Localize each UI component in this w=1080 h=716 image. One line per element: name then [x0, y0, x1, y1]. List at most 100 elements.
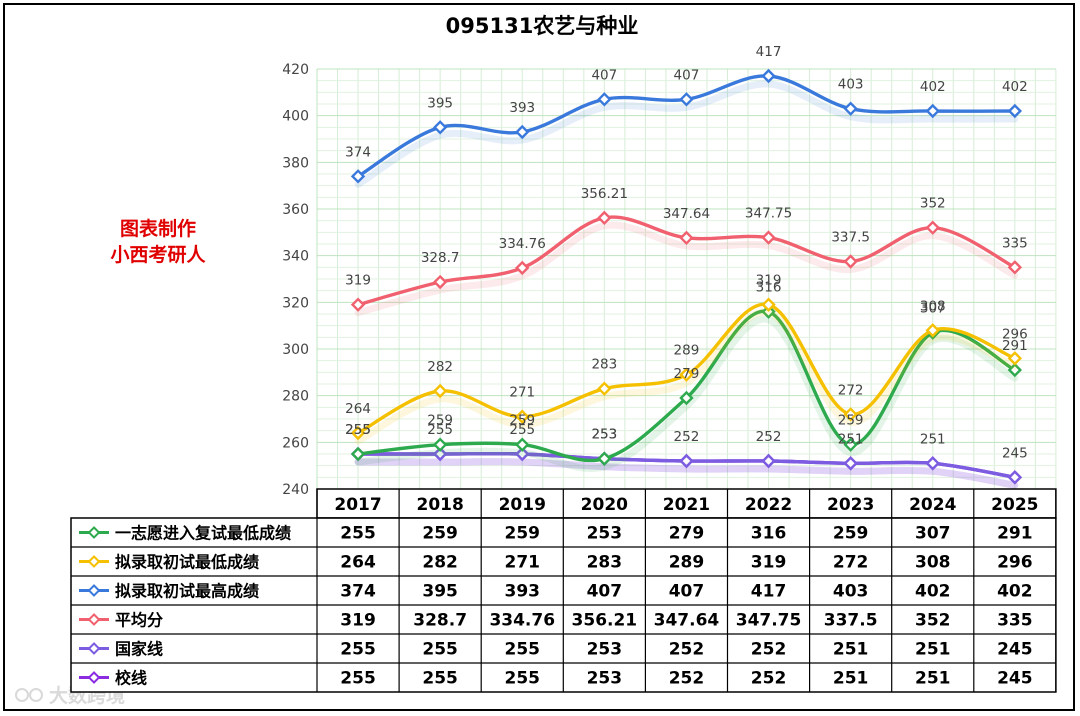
data-label: 283	[591, 357, 617, 373]
data-label: 374	[345, 144, 371, 160]
x-category-label: 2022	[745, 495, 792, 515]
table-cell-value: 259	[833, 524, 869, 544]
y-tick-label: 260	[282, 435, 309, 451]
author-line-1: 图表制作	[120, 217, 196, 240]
table-cell-value: 283	[587, 553, 623, 573]
series-point	[515, 124, 530, 140]
series-point	[432, 437, 448, 452]
table-cell-value: 271	[505, 553, 541, 573]
series-point	[432, 274, 448, 290]
data-label: 296	[1002, 326, 1028, 342]
legend-series-name: 拟录取初试最低成绩	[115, 553, 259, 572]
data-label: 337.5	[831, 230, 870, 246]
y-tick-label: 320	[282, 295, 309, 311]
x-category-label: 2018	[416, 495, 463, 515]
table-cell-value: 337.5	[824, 611, 878, 631]
series-shadow	[354, 221, 1019, 317]
series-point	[515, 409, 530, 424]
series-point	[515, 260, 530, 276]
series-point	[515, 437, 530, 452]
series-point	[761, 297, 776, 312]
table-cell-value: 347.64	[654, 611, 720, 631]
x-category-label: 2020	[581, 495, 628, 515]
table-cell-value: 255	[340, 669, 376, 689]
y-tick-label: 360	[282, 202, 309, 218]
series-shadow	[354, 315, 1019, 472]
y-tick-label: 300	[282, 342, 309, 358]
table-cell-value: 251	[915, 640, 951, 660]
table-cell-value: 291	[997, 524, 1033, 544]
legend-marker-key	[87, 671, 101, 684]
series-point	[1007, 103, 1023, 119]
table-cell-value: 319	[340, 611, 376, 631]
series-point	[925, 103, 940, 119]
data-label: 316	[756, 280, 782, 296]
series-point	[925, 323, 940, 338]
table-cell-value: 374	[340, 582, 376, 602]
data-label: 259	[509, 413, 535, 429]
series-point	[1007, 260, 1023, 275]
data-label: 253	[591, 427, 617, 443]
table-cell-value: 255	[422, 669, 458, 689]
data-label: 403	[838, 77, 864, 93]
series-point	[761, 453, 776, 469]
data-label: 251	[920, 431, 946, 447]
legend-marker-key	[87, 613, 101, 626]
y-tick-label: 420	[282, 62, 309, 78]
table-cell-value: 347.75	[736, 611, 802, 631]
table-cell-value: 253	[587, 669, 623, 689]
data-label: 307	[920, 301, 946, 317]
x-category-label: 2021	[663, 495, 710, 515]
series-point	[350, 169, 366, 184]
table-cell-value: 417	[751, 582, 787, 602]
y-tick-label: 240	[282, 482, 309, 498]
x-category-label: 2025	[991, 495, 1038, 515]
legend-series-name: 平均分	[115, 611, 163, 630]
data-label: 252	[756, 429, 782, 445]
data-label: 308	[920, 298, 946, 314]
table-cell-value: 296	[997, 553, 1033, 573]
series-point	[432, 383, 448, 399]
data-label: 255	[509, 422, 535, 438]
data-table: 2017 2018 2019 2020 2021 2022 2023 2024 2025 一志愿进…	[70, 488, 1057, 693]
data-label: 264	[345, 401, 371, 417]
table-cell-value: 393	[505, 582, 541, 602]
series-point	[925, 220, 940, 235]
table-cell-value: 402	[915, 582, 951, 602]
data-label: 259	[838, 413, 864, 429]
series-point	[843, 254, 858, 269]
series-point	[597, 381, 612, 396]
data-label: 347.75	[745, 206, 792, 222]
series-point	[350, 297, 366, 312]
table-cell-value: 255	[505, 640, 541, 660]
series-point	[515, 446, 530, 462]
data-label: 417	[756, 44, 782, 60]
table-cell-value: 407	[587, 582, 623, 602]
watermark-logo-icon	[15, 688, 29, 702]
data-label: 282	[427, 359, 453, 375]
series-shadow	[354, 458, 1019, 489]
y-tick-label: 340	[282, 249, 309, 265]
table-cell-value: 335	[997, 611, 1033, 631]
table-cell-value: 407	[669, 582, 705, 602]
table-cell-value: 356.21	[572, 611, 638, 631]
table-cell-value: 251	[833, 640, 869, 660]
series-point	[925, 456, 940, 471]
table-cell-value: 334.76	[489, 611, 555, 631]
data-label: 245	[1002, 445, 1028, 461]
series-point	[350, 425, 366, 441]
legend-series-name: 校线	[115, 669, 147, 688]
table-cell-value: 245	[997, 640, 1033, 660]
chart-title: 095131农艺与种业	[446, 14, 639, 38]
data-label: 356.21	[581, 186, 628, 202]
data-label: 328.7	[421, 250, 460, 266]
chart-svg: 095131农艺与种业 图表制作 小西考研人 大数跨境 240260280300…	[15, 14, 1057, 707]
table-cell-value: 253	[587, 524, 623, 544]
table-cell-value: 255	[340, 524, 376, 544]
series-point	[843, 456, 858, 471]
data-label: 272	[838, 382, 864, 398]
table-cell-value: 252	[669, 669, 705, 689]
table-cell-value: 259	[505, 524, 541, 544]
series-point	[597, 210, 612, 226]
series-point	[597, 451, 612, 466]
